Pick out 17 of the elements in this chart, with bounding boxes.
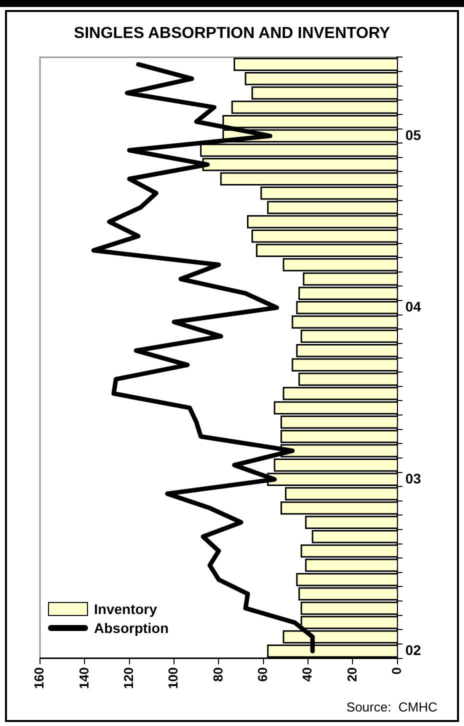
x-tick-label: 160 xyxy=(32,667,47,690)
chart-title: SINGLES ABSORPTION AND INVENTORY xyxy=(74,25,390,42)
x-tick-label: 40 xyxy=(300,667,315,682)
x-tick-label: 120 xyxy=(120,667,136,690)
x-tick-label: 20 xyxy=(344,667,360,682)
legend-label: Absorption xyxy=(94,620,169,636)
legend-label: Inventory xyxy=(94,601,158,618)
y-tick-label: 02 xyxy=(405,642,422,658)
x-tick-label: 80 xyxy=(210,667,226,682)
source-note: Source: CMHC xyxy=(346,700,438,715)
x-tick-label: 100 xyxy=(166,667,181,690)
x-tick-label: 0 xyxy=(389,667,404,675)
y-tick-label: 05 xyxy=(405,126,422,143)
y-tick-label: 03 xyxy=(405,470,422,486)
x-tick-label: 140 xyxy=(76,667,92,690)
x-tick-label: 60 xyxy=(254,667,270,682)
y-tick-label: 04 xyxy=(405,298,422,315)
